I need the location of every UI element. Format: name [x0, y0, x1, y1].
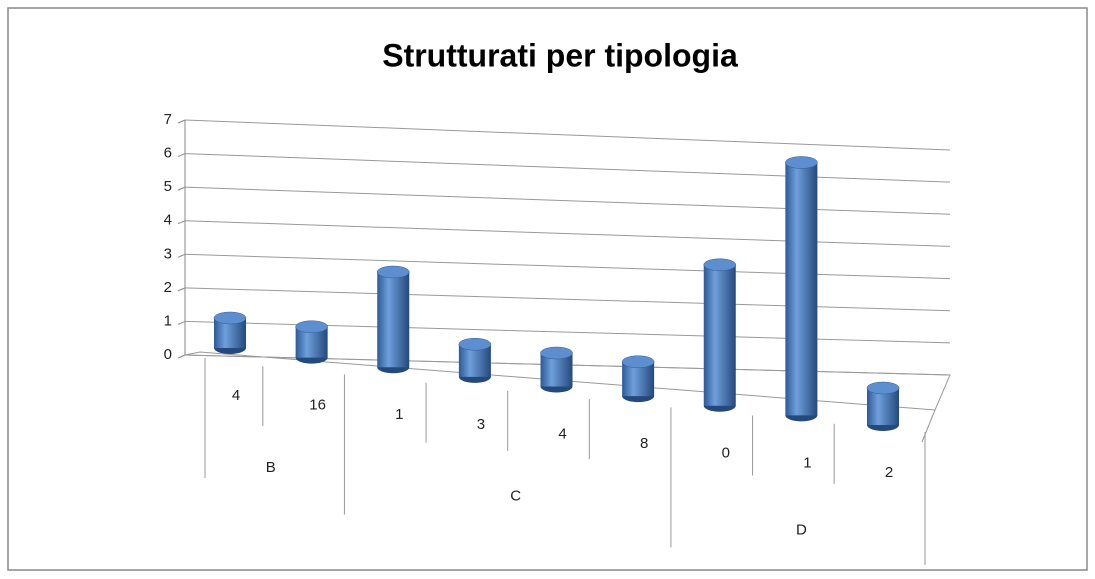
tick-mark	[177, 253, 186, 258]
bar-top	[621, 355, 655, 368]
grid-line	[184, 220, 951, 247]
y-tick-label: 1	[164, 312, 172, 329]
bar-top	[866, 381, 900, 395]
y-tick-label: 6	[164, 145, 172, 162]
bar-top	[785, 156, 818, 169]
x-tick-label: 4	[558, 425, 566, 442]
tick-mark	[177, 220, 186, 225]
bar-top	[377, 265, 410, 279]
y-tick-label: 5	[164, 178, 172, 195]
bar-top	[213, 311, 247, 325]
tick-mark	[177, 320, 186, 325]
group-label: D	[796, 521, 807, 538]
bar-top	[458, 338, 492, 351]
x-tick-label: 1	[803, 454, 811, 471]
group-label: B	[266, 459, 276, 476]
x-tick-label: 8	[640, 435, 648, 452]
y-tick-label: 4	[164, 212, 172, 229]
grid-line	[184, 253, 951, 280]
y-tick-label: 2	[164, 279, 172, 296]
y-tick-label: 3	[164, 245, 172, 262]
bar-top	[540, 346, 573, 360]
x-tick-label: 0	[722, 445, 730, 462]
bar-top	[295, 320, 328, 333]
y-tick-label: 0	[164, 346, 172, 363]
grid-line	[184, 287, 951, 312]
tick-mark	[177, 287, 186, 292]
chart-title: Strutturati per tipologia	[382, 37, 738, 73]
tick-mark	[177, 119, 186, 124]
grid-line	[184, 153, 951, 183]
x-tick-label: 3	[477, 416, 485, 433]
grid-line	[184, 119, 951, 151]
tick-mark	[177, 354, 186, 359]
x-tick-label: 1	[395, 406, 403, 423]
bar	[703, 264, 736, 406]
bar	[785, 162, 818, 416]
bar	[377, 272, 410, 368]
y-tick-label: 7	[164, 111, 172, 128]
x-tick-label: 4	[232, 387, 240, 404]
chart-frame	[7, 7, 1088, 571]
x-tick-label: 16	[309, 397, 326, 414]
tick-mark	[177, 153, 186, 158]
group-label: C	[510, 488, 521, 505]
floor-edge	[921, 409, 936, 443]
bar-top	[703, 258, 736, 271]
grid-line	[184, 186, 951, 215]
tick-mark	[177, 186, 186, 191]
x-tick-label: 2	[885, 464, 893, 481]
